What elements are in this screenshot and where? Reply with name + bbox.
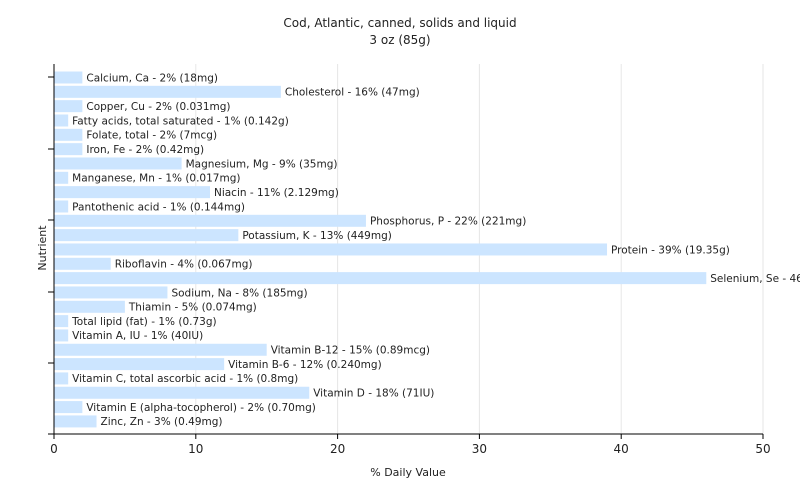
bar-label: Magnesium, Mg - 9% (35mg) [186, 158, 338, 170]
bar-label: Vitamin B-6 - 12% (0.240mg) [228, 359, 382, 371]
bar-label: Phosphorus, P - 22% (221mg) [370, 216, 526, 228]
bar [54, 214, 366, 227]
bar-label: Thiamin - 5% (0.074mg) [128, 302, 257, 314]
bar-label: Niacin - 11% (2.129mg) [214, 187, 339, 199]
bar [54, 329, 69, 342]
bar [54, 171, 69, 184]
bar [54, 386, 310, 399]
bar [54, 257, 111, 270]
bar-label: Pantothenic acid - 1% (0.144mg) [72, 201, 245, 213]
bar-label: Total lipid (fat) - 1% (0.73g) [71, 316, 216, 328]
bar [54, 415, 97, 428]
bar-label: Zinc, Zn - 3% (0.49mg) [101, 416, 223, 428]
x-tick-label: 40 [614, 442, 629, 456]
bar-label: Protein - 39% (19.35g) [611, 244, 730, 256]
bar [54, 343, 267, 356]
chart-title: Cod, Atlantic, canned, solids and liquid [283, 16, 516, 30]
bar [54, 372, 69, 385]
bar-label: Vitamin A, IU - 1% (40IU) [72, 330, 203, 342]
bar-label: Manganese, Mn - 1% (0.017mg) [72, 173, 240, 185]
bar [54, 272, 707, 285]
bar [54, 401, 83, 414]
bar-label: Vitamin D - 18% (71IU) [313, 388, 434, 400]
x-tick-label: 30 [472, 442, 487, 456]
x-axis-label: % Daily Value [370, 466, 446, 479]
bar [54, 200, 69, 213]
bar-label: Calcium, Ca - 2% (18mg) [86, 72, 218, 84]
bar-label: Iron, Fe - 2% (0.42mg) [86, 144, 204, 156]
bar-label: Vitamin C, total ascorbic acid - 1% (0.8… [72, 373, 298, 385]
bars [54, 71, 707, 428]
bar-label: Vitamin E (alpha-tocopherol) - 2% (0.70m… [86, 402, 315, 414]
y-axis-label: Nutrient [36, 225, 49, 271]
bar [54, 358, 225, 371]
bar-labels: Calcium, Ca - 2% (18mg) Cholesterol - 16%… [71, 72, 800, 428]
x-tick-label: 20 [330, 442, 345, 456]
x-tick-label: 10 [188, 442, 203, 456]
bar [54, 243, 608, 256]
chart-subtitle: 3 oz (85g) [369, 33, 430, 47]
bar-label: Sodium, Na - 8% (185mg) [171, 287, 307, 299]
bar [54, 85, 281, 98]
bar [54, 71, 83, 84]
bar [54, 157, 182, 170]
bar [54, 100, 83, 113]
x-tick-labels: 0 10 20 30 40 50 [50, 442, 770, 456]
bar-label: Folate, total - 2% (7mcg) [86, 130, 217, 142]
x-tick-label: 50 [755, 442, 770, 456]
bar [54, 229, 239, 242]
axes [48, 64, 764, 439]
bar [54, 128, 83, 141]
bar [54, 143, 83, 156]
bar [54, 286, 168, 299]
bar-label: Cholesterol - 16% (47mg) [285, 87, 420, 99]
x-tick-label: 0 [50, 442, 58, 456]
bar-label: Vitamin B-12 - 15% (0.89mcg) [271, 345, 430, 357]
bar-label: Fatty acids, total saturated - 1% (0.142… [72, 115, 289, 127]
bar [54, 300, 125, 313]
bar-label: Riboflavin - 4% (0.067mg) [115, 259, 253, 271]
bar [54, 114, 69, 127]
bar-label: Potassium, K - 13% (449mg) [242, 230, 392, 242]
bar-label: Copper, Cu - 2% (0.031mg) [86, 101, 230, 113]
bar [54, 186, 210, 199]
bar [54, 315, 69, 328]
bar-label: Selenium, Se - 46% (32.4mcg) [710, 273, 800, 285]
